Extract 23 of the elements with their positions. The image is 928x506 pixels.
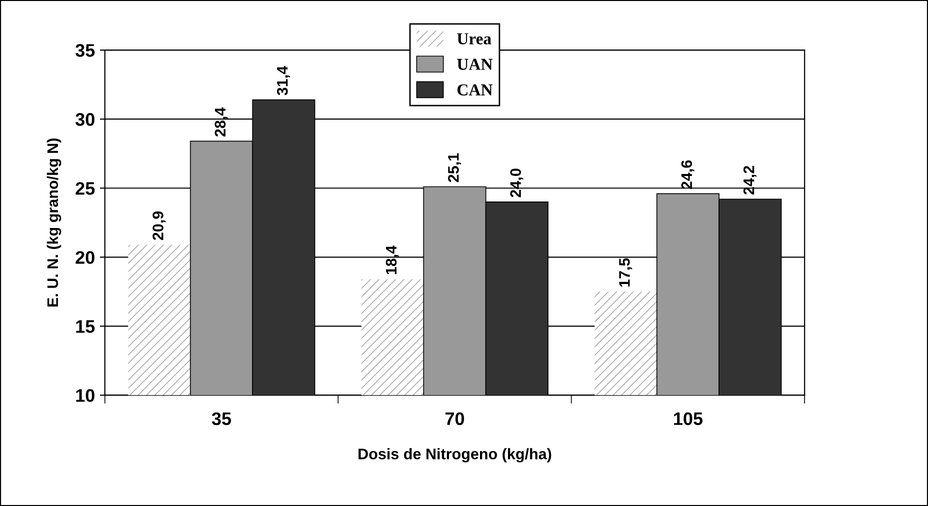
legend-label: CAN [457, 84, 493, 96]
x-tick-label: 105 [674, 412, 703, 426]
y-tick-label: 10 [76, 389, 94, 402]
data-label: 31,4 [276, 66, 290, 96]
data-label: 24,0 [510, 168, 524, 198]
data-label: 18,4 [386, 245, 399, 274]
data-label: 20,9 [152, 211, 166, 240]
x-tick-label: 70 [445, 412, 464, 426]
data-label: 24,6 [681, 160, 694, 189]
data-label: 28,4 [214, 107, 228, 137]
y-tick-label: 35 [75, 44, 95, 57]
y-axis-title: E. U. N. (kg grano/kg N) [46, 138, 62, 306]
data-label: 24,2 [743, 166, 756, 195]
data-label: 25,1 [448, 153, 462, 182]
x-axis-title: Dosis de Nitrogeno (kg/ha) [358, 448, 552, 462]
y-tick-label: 20 [76, 251, 94, 264]
y-tick-label: 30 [75, 113, 94, 126]
x-tick-label: 35 [212, 412, 232, 426]
y-tick-label: 25 [76, 182, 95, 195]
legend-label: UAN [457, 58, 493, 70]
data-label: 17,5 [619, 258, 632, 287]
legend-label: Urea [457, 33, 492, 44]
y-tick-label: 15 [76, 320, 95, 333]
